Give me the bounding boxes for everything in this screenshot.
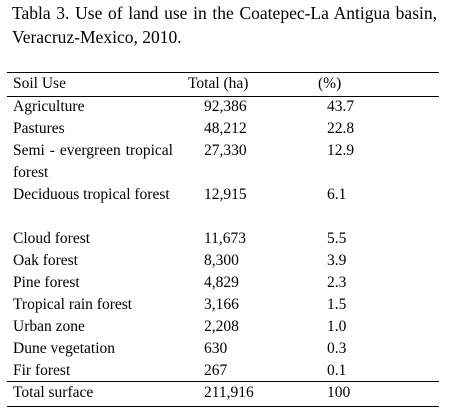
row-percent: 5.5 bbox=[327, 230, 347, 247]
row-percent: 0.1 bbox=[327, 362, 347, 379]
row-percent: 12.9 bbox=[327, 142, 355, 159]
total-divider bbox=[7, 381, 439, 382]
row-soil-use: Pastures bbox=[13, 120, 65, 137]
row-total: 630 bbox=[204, 340, 228, 357]
row-total: 48,212 bbox=[204, 120, 247, 137]
row-percent: 1.5 bbox=[327, 296, 347, 313]
row-soil-use: Cloud forest bbox=[13, 230, 91, 247]
row-soil-use: Urban zone bbox=[13, 318, 85, 335]
row-soil-use: Semi - evergreen tropical forest bbox=[13, 142, 173, 181]
row-total: 12,915 bbox=[204, 186, 247, 203]
row-total: 11,673 bbox=[204, 230, 247, 247]
land-use-table: Soil Use Total (ha) (%) Agriculture 92,3… bbox=[7, 72, 439, 407]
total-percent: 100 bbox=[327, 384, 351, 401]
row-soil-use: Agriculture bbox=[13, 98, 85, 115]
row-soil-use: Pine forest bbox=[13, 274, 80, 291]
row-total: 4,829 bbox=[204, 274, 239, 291]
row-total: 8,300 bbox=[204, 252, 239, 269]
row-percent: 1.0 bbox=[327, 318, 347, 335]
row-soil-use: Deciduous tropical forest bbox=[13, 186, 170, 203]
table-caption: Tabla 3. Use of land use in the Coatepec… bbox=[12, 3, 437, 47]
row-soil-use: Dune vegetation bbox=[13, 340, 116, 357]
row-percent: 22.8 bbox=[327, 120, 355, 137]
row-percent: 43.7 bbox=[327, 98, 355, 115]
total-label: Total surface bbox=[13, 384, 94, 401]
header-divider bbox=[7, 96, 439, 97]
row-soil-use: Tropical rain forest bbox=[13, 296, 133, 313]
total-value: 211,916 bbox=[204, 384, 254, 401]
row-percent: 6.1 bbox=[327, 186, 347, 203]
row-total: 27,330 bbox=[204, 142, 247, 159]
row-soil-use: Oak forest bbox=[13, 252, 78, 269]
header-percent: (%) bbox=[318, 75, 342, 92]
row-total: 267 bbox=[204, 362, 228, 379]
row-total: 2,208 bbox=[204, 318, 239, 335]
header-soil-use: Soil Use bbox=[13, 75, 66, 92]
row-percent: 2.3 bbox=[327, 274, 347, 291]
row-total: 3,166 bbox=[204, 296, 239, 313]
header-total: Total (ha) bbox=[188, 75, 249, 92]
row-percent: 3.9 bbox=[327, 252, 347, 269]
row-total: 92,386 bbox=[204, 98, 247, 115]
row-soil-use: Fir forest bbox=[13, 362, 71, 379]
row-percent: 0.3 bbox=[327, 340, 347, 357]
